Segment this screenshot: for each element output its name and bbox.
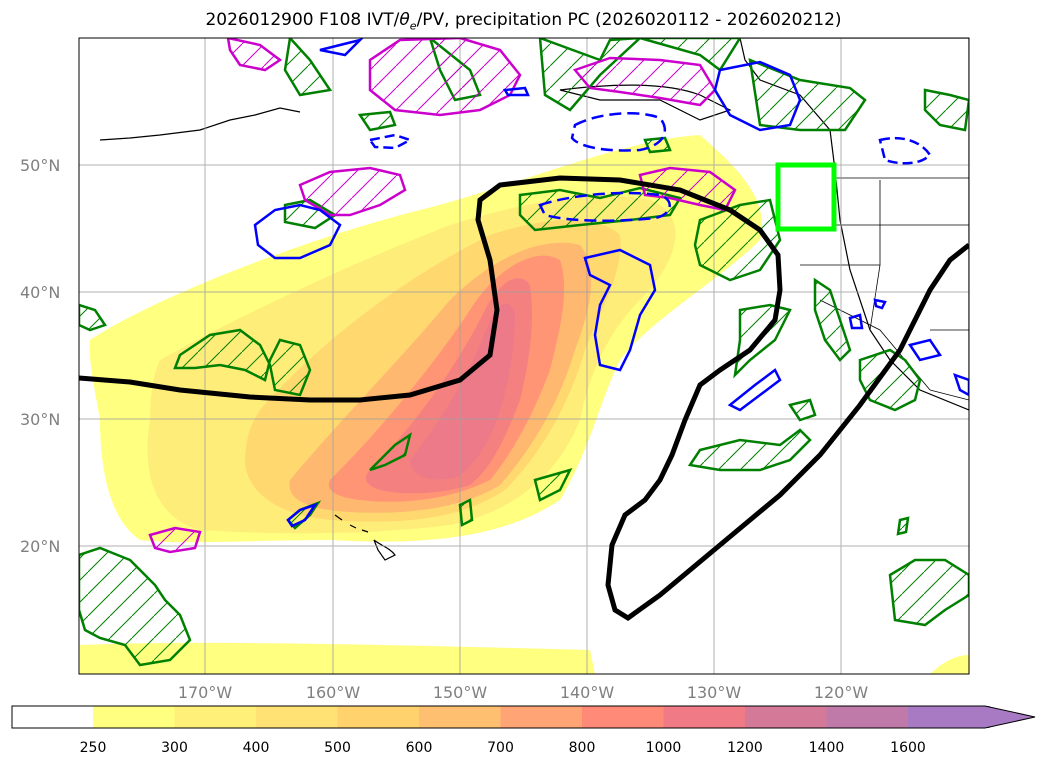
lat-label-50n: 50°N xyxy=(20,156,61,175)
colorbar-tick-label: 400 xyxy=(242,740,270,756)
colorbar-tick-label: 500 xyxy=(324,740,351,756)
colorbar-bin xyxy=(93,706,175,728)
colorbar-tick-label: 1400 xyxy=(808,740,845,756)
lon-label-140w: 140°W xyxy=(559,683,615,702)
colorbar-bin xyxy=(256,706,338,728)
pv-positive-contours xyxy=(148,38,737,554)
colorbar-bin xyxy=(826,706,909,728)
map-frame xyxy=(78,37,970,675)
colorbar-tick-label: 250 xyxy=(79,740,107,756)
colorbar-tick-label: 700 xyxy=(487,740,514,756)
colorbar-bin xyxy=(419,706,501,728)
lon-label-130w: 130°W xyxy=(686,683,742,702)
colorbar-bin xyxy=(337,706,420,728)
lon-label-160w: 160°W xyxy=(305,683,361,702)
colorbar-tick-label: 600 xyxy=(405,740,433,756)
pv-negative-contours xyxy=(253,38,969,528)
colorbar-tick-label: 1200 xyxy=(727,740,763,756)
colorbar-bin xyxy=(663,706,746,728)
theta-e-contour xyxy=(79,175,969,622)
colorbar-bin xyxy=(582,706,664,728)
lat-label-40n: 40°N xyxy=(20,283,61,302)
colorbar-bin xyxy=(745,706,827,728)
colorbar xyxy=(11,705,1036,729)
target-region-box xyxy=(775,162,837,232)
lon-label-170w: 170°W xyxy=(177,683,233,702)
lon-label-120w: 120°W xyxy=(813,683,869,702)
map-title: 2026012900 F108 IVT/θe/PV, precipitation… xyxy=(205,10,842,33)
state-borders xyxy=(800,177,969,401)
lon-label-150w: 150°W xyxy=(432,683,488,702)
colorbar-tick-label: 1600 xyxy=(890,740,926,756)
colorbar-bin xyxy=(908,706,990,728)
lat-label-30n: 30°N xyxy=(20,410,61,429)
colorbar-bin xyxy=(500,706,583,728)
colorbar-tick-label: 300 xyxy=(161,740,188,756)
colorbar-tick-label: 1000 xyxy=(645,740,682,756)
colorbar-bin xyxy=(174,706,257,728)
colorbar-tick-label: 800 xyxy=(568,740,596,756)
colorbar-extend-arrow xyxy=(985,706,1035,728)
lat-label-20n: 20°N xyxy=(20,537,61,556)
